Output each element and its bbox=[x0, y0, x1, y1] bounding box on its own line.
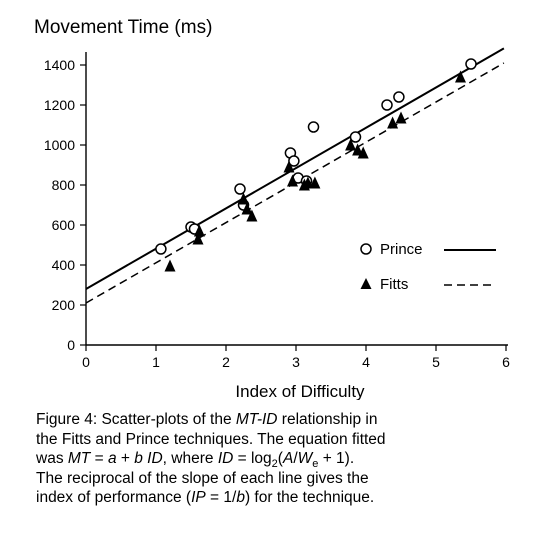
data-point-prince bbox=[381, 99, 393, 111]
data-point-prince bbox=[234, 183, 246, 195]
caption-text: = log bbox=[233, 450, 272, 467]
data-point-fitts bbox=[238, 192, 249, 205]
y-tick-label: 600 bbox=[52, 217, 76, 233]
data-point-prince bbox=[393, 91, 405, 103]
data-point-fitts bbox=[246, 209, 258, 222]
caption-text: Figure 4: Scatter-plots of the bbox=[36, 411, 236, 428]
y-tick-label: 1000 bbox=[44, 137, 75, 153]
caption-text: IP bbox=[191, 489, 206, 506]
x-tick-label: 1 bbox=[152, 354, 160, 370]
caption-line-4: The reciprocal of the slope of each line… bbox=[36, 469, 369, 487]
legend-marker-fitts bbox=[360, 278, 372, 289]
caption-text: = 1/ bbox=[205, 489, 237, 506]
caption-line-2: the Fitts and Prince techniques. The equ… bbox=[36, 430, 386, 448]
caption-text: = bbox=[90, 450, 108, 467]
caption-text: A bbox=[282, 450, 294, 467]
x-tick-label: 2 bbox=[222, 354, 230, 370]
y-tick-label: 400 bbox=[52, 257, 76, 273]
data-point-prince bbox=[307, 121, 320, 133]
caption-text: b bbox=[236, 489, 245, 506]
caption-text: a bbox=[107, 450, 117, 467]
y-tick-label: 800 bbox=[52, 177, 76, 193]
data-point-prince bbox=[465, 58, 477, 70]
data-point-fitts bbox=[352, 143, 364, 156]
caption-text: e bbox=[312, 458, 319, 471]
caption-text: b ID bbox=[134, 450, 163, 467]
axes: 0 200 400 600 800 1000 1200 1400 0 1 2 3 4 5 6 bbox=[44, 52, 510, 370]
x-tick-label: 5 bbox=[432, 354, 440, 370]
caption-text: , where bbox=[162, 450, 218, 467]
data-point-fitts bbox=[283, 160, 295, 173]
caption-text: was bbox=[36, 450, 68, 467]
legend-label-fitts: Fitts bbox=[380, 276, 408, 293]
x-tick-label: 4 bbox=[362, 354, 370, 370]
data-points bbox=[155, 58, 477, 272]
caption-text: + 1). bbox=[318, 450, 355, 467]
caption-text: ( bbox=[277, 450, 283, 467]
caption-text: 2 bbox=[271, 458, 278, 471]
data-point-fitts bbox=[309, 176, 321, 189]
data-point-fitts bbox=[302, 176, 314, 189]
data-point-fitts bbox=[287, 174, 298, 187]
y-tick-label: 0 bbox=[67, 337, 75, 353]
caption-text: + bbox=[116, 450, 135, 467]
caption-text: ID bbox=[217, 450, 234, 467]
caption-line-1: Figure 4: Scatter-plots of the MT-ID rel… bbox=[36, 410, 516, 430]
data-point-fitts bbox=[395, 111, 407, 124]
data-point-fitts bbox=[192, 232, 204, 245]
caption-text: ) for the technique. bbox=[244, 489, 375, 506]
chart: Movement Time (ms) Index of Difficulty 0… bbox=[34, 17, 510, 400]
legend: Prince Fitts bbox=[360, 241, 496, 293]
y-tick-label: 1200 bbox=[44, 97, 75, 113]
y-tick-label: 1400 bbox=[44, 57, 75, 73]
data-point-fitts bbox=[387, 116, 399, 129]
data-point-prince bbox=[155, 243, 167, 255]
data-point-fitts bbox=[193, 224, 205, 237]
caption-text: MT-ID bbox=[235, 411, 278, 428]
fit-line-prince bbox=[85, 47, 505, 290]
x-axis-title: Index of Difficulty bbox=[235, 382, 365, 400]
caption-line-3: was MT = a + b ID, where ID = log2(A/We … bbox=[36, 449, 516, 471]
legend-marker-prince bbox=[360, 243, 372, 255]
caption-text: index of performance ( bbox=[36, 489, 192, 506]
data-point-fitts bbox=[241, 202, 253, 215]
caption-text: relationship in bbox=[277, 411, 378, 428]
data-point-fitts bbox=[164, 259, 176, 272]
x-tick-label: 6 bbox=[502, 354, 510, 370]
y-tick-label: 200 bbox=[52, 297, 76, 313]
caption-line-5: index of performance (IP = 1/b) for the … bbox=[36, 488, 516, 508]
caption-text: W bbox=[297, 450, 313, 467]
legend-label-prince: Prince bbox=[380, 241, 423, 258]
caption-text: / bbox=[293, 450, 298, 467]
data-point-fitts bbox=[345, 138, 357, 151]
caption-text: MT bbox=[67, 450, 91, 467]
data-point-fitts bbox=[357, 146, 369, 159]
x-tick-label: 3 bbox=[292, 354, 300, 370]
data-point-fitts bbox=[455, 70, 466, 83]
y-axis-title: Movement Time (ms) bbox=[34, 17, 212, 38]
figure-caption: Figure 4: Scatter-plots of the MT-ID rel… bbox=[36, 410, 516, 508]
x-tick-label: 0 bbox=[82, 354, 90, 370]
data-point-prince bbox=[349, 131, 362, 143]
